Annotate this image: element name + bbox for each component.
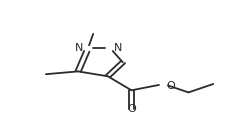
Text: N: N (114, 43, 123, 53)
Text: N: N (75, 43, 84, 53)
Text: O: O (166, 81, 175, 91)
Text: O: O (127, 104, 136, 114)
